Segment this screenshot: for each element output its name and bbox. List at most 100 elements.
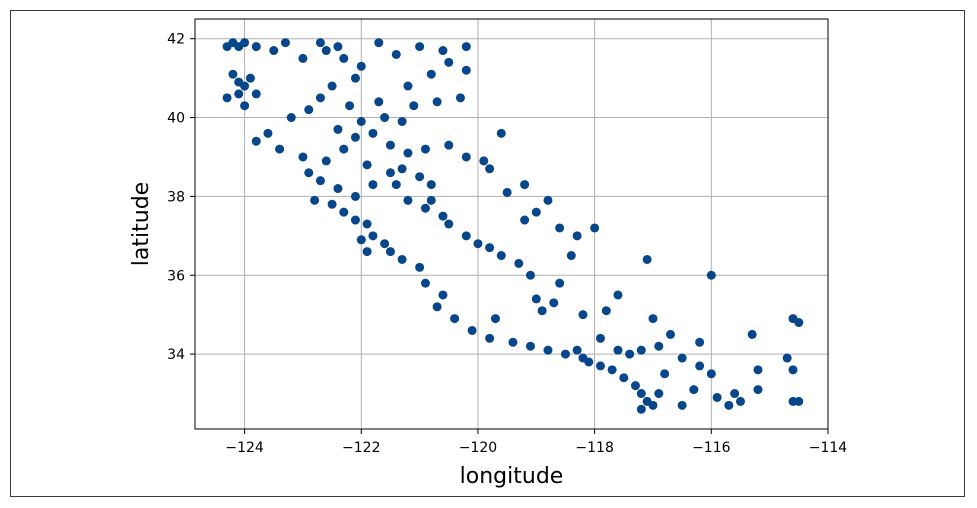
data-point [385, 247, 395, 257]
data-point [350, 215, 360, 225]
data-point [368, 180, 378, 190]
data-point [706, 270, 716, 280]
data-point [648, 400, 658, 410]
data-point [747, 329, 757, 339]
data-point [362, 219, 372, 229]
y-tick-label: 34 [167, 347, 185, 363]
data-point [240, 101, 250, 111]
y-axis-ticks: 34 36 38 40 42 [167, 32, 195, 363]
data-point [298, 53, 308, 63]
data-point [595, 361, 605, 371]
data-point [415, 262, 425, 272]
data-point [794, 318, 804, 328]
x-tick-label: −116 [692, 440, 731, 456]
data-points [222, 38, 804, 414]
data-point [660, 369, 670, 379]
data-point [455, 93, 465, 103]
data-point [695, 337, 705, 347]
x-tick-label: −120 [459, 440, 497, 456]
x-tick-label: −118 [575, 440, 613, 456]
data-point [280, 38, 290, 48]
data-point [677, 353, 687, 363]
data-point [391, 49, 401, 59]
data-point [263, 128, 273, 138]
data-point [508, 337, 518, 347]
data-point [420, 278, 430, 288]
data-point [735, 396, 745, 406]
y-tick-label: 36 [167, 268, 185, 284]
data-point [315, 93, 325, 103]
data-point [520, 215, 530, 225]
data-point [485, 333, 495, 343]
data-point [321, 46, 331, 56]
data-point [385, 168, 395, 178]
data-point [560, 349, 570, 359]
data-point [356, 117, 366, 126]
data-point [304, 105, 314, 115]
data-point [665, 329, 675, 339]
data-point [753, 365, 763, 375]
data-point [240, 81, 250, 91]
y-tick-label: 42 [167, 32, 185, 48]
data-point [607, 365, 617, 375]
y-tick-label: 40 [167, 111, 185, 127]
data-point [438, 46, 448, 56]
data-point [648, 314, 658, 324]
data-point [426, 195, 436, 205]
plot-area [194, 18, 829, 430]
scatter-chart: −124 −122 −120 −118 −116 −114 34 36 38 40 42 long… [129, 18, 847, 489]
data-point [339, 144, 349, 154]
data-point [461, 231, 471, 241]
data-point [245, 73, 255, 83]
data-point [531, 294, 541, 304]
data-point [350, 132, 360, 142]
data-point [566, 251, 576, 261]
data-point [251, 42, 261, 52]
data-point [636, 404, 646, 414]
data-point [374, 97, 384, 107]
data-point [461, 152, 471, 162]
data-point [555, 223, 565, 233]
data-point [549, 298, 559, 308]
data-point [228, 69, 238, 79]
data-point [315, 38, 325, 48]
data-point [426, 180, 436, 190]
data-point [461, 65, 471, 75]
data-point [689, 385, 699, 395]
data-point [333, 184, 343, 194]
data-point [782, 353, 792, 363]
data-point [275, 144, 285, 154]
data-point [438, 290, 448, 300]
data-point [327, 81, 337, 91]
data-point [350, 73, 360, 83]
data-point [584, 357, 594, 367]
data-point [613, 345, 623, 355]
data-point [432, 97, 442, 107]
data-point [555, 278, 565, 288]
data-point [368, 128, 378, 138]
data-point [730, 389, 740, 399]
data-point [525, 341, 535, 351]
data-point [391, 180, 401, 190]
data-point [677, 400, 687, 410]
figure-frame: −124 −122 −120 −118 −116 −114 34 36 38 40 42 long… [10, 10, 965, 497]
data-point [438, 211, 448, 221]
x-axis-ticks: −124 −122 −120 −118 −116 −114 [225, 429, 847, 456]
data-point [380, 239, 390, 249]
data-point [613, 290, 623, 300]
data-point [333, 42, 343, 52]
data-point [636, 345, 646, 355]
data-point [327, 199, 337, 209]
grid-lines [195, 19, 828, 429]
data-point [642, 254, 652, 264]
y-tick-label: 38 [167, 189, 185, 205]
data-point [490, 314, 500, 324]
data-point [654, 389, 664, 399]
data-point [636, 389, 646, 399]
data-point [397, 164, 407, 174]
data-point [304, 168, 314, 178]
x-axis-label: longitude [460, 464, 564, 489]
data-point [485, 243, 495, 253]
data-point [485, 164, 495, 174]
data-point [543, 195, 553, 205]
